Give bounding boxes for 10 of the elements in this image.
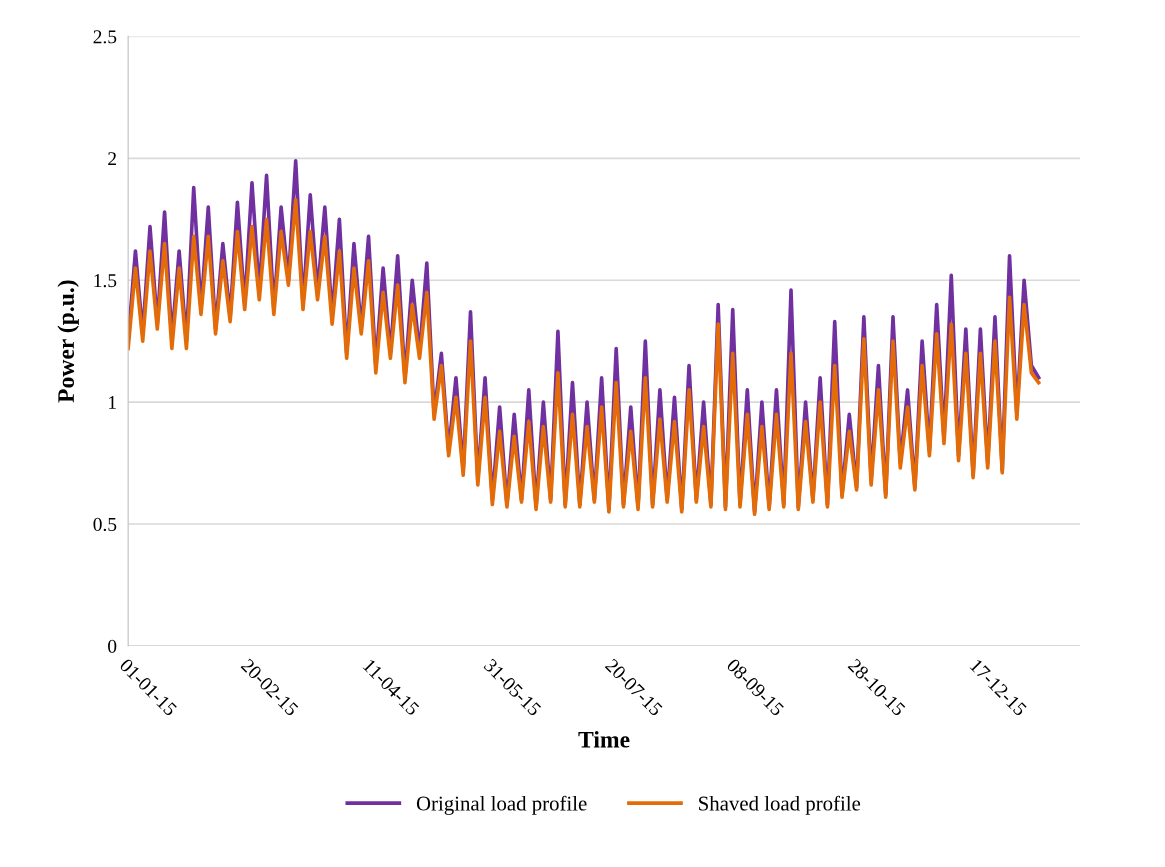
legend-label: Original load profile	[416, 795, 587, 815]
x-axis-title: Time	[578, 731, 630, 748]
y-tick-label: 2	[108, 152, 116, 166]
y-tick-label: 1	[109, 396, 116, 409]
y-axis-title: Power (p.u.)	[57, 280, 79, 403]
y-tick-label: 0	[108, 639, 117, 653]
y-tick-label: 1.5	[94, 274, 117, 288]
y-tick-label: 0.5	[93, 517, 117, 532]
legend-label: Shaved load profile	[699, 795, 861, 815]
y-tick-label: 2.5	[93, 30, 117, 44]
